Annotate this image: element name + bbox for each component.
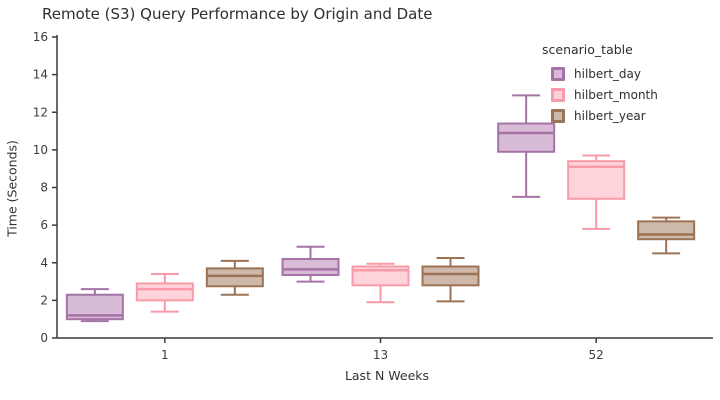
y-tick-label: 14 bbox=[33, 68, 48, 82]
box-rect bbox=[637, 220, 696, 241]
legend: scenario_table hilbert_day hilbert_month… bbox=[540, 42, 658, 126]
box-rect bbox=[497, 122, 556, 153]
legend-swatch-hilbert-day bbox=[551, 66, 565, 81]
chart-title: Remote (S3) Query Performance by Origin … bbox=[42, 5, 433, 23]
legend-item-hilbert-month[interactable]: hilbert_month bbox=[540, 84, 658, 105]
y-tick-label: 0 bbox=[40, 331, 48, 345]
box-hilbert_year-13[interactable] bbox=[421, 257, 480, 303]
box-rect bbox=[281, 257, 340, 276]
x-tick-label: 1 bbox=[161, 348, 169, 362]
box-hilbert_day-13[interactable] bbox=[281, 245, 340, 283]
box-hilbert_day-52[interactable] bbox=[497, 94, 556, 198]
y-tick-label: 2 bbox=[40, 293, 48, 307]
box-hilbert_month-1[interactable] bbox=[135, 273, 194, 313]
box-hilbert_year-52[interactable] bbox=[637, 216, 696, 255]
legend-swatch-hilbert-year bbox=[551, 108, 565, 123]
box-rect bbox=[421, 265, 480, 287]
legend-item-hilbert-year[interactable]: hilbert_year bbox=[540, 105, 658, 126]
x-axis-label: Last N Weeks bbox=[344, 368, 430, 383]
legend-title: scenario_table bbox=[542, 42, 633, 57]
box-hilbert_day-1[interactable] bbox=[65, 288, 124, 323]
legend-label-hilbert-day: hilbert_day bbox=[574, 66, 641, 81]
box-hilbert_month-52[interactable] bbox=[567, 154, 626, 230]
x-tick-label: 13 bbox=[373, 348, 388, 362]
y-tick-label: 12 bbox=[33, 105, 48, 119]
box-hilbert_month-13[interactable] bbox=[351, 262, 410, 304]
legend-swatch-hilbert-month bbox=[551, 87, 565, 102]
box-rect bbox=[205, 267, 264, 288]
legend-label-hilbert-year: hilbert_year bbox=[574, 108, 646, 123]
box-hilbert_year-1[interactable] bbox=[205, 259, 264, 296]
y-tick-label: 16 bbox=[33, 30, 48, 44]
y-tick-label: 10 bbox=[33, 143, 48, 157]
x-tick-label: 52 bbox=[589, 348, 604, 362]
legend-item-hilbert-day[interactable]: hilbert_day bbox=[540, 63, 658, 84]
y-tick-label: 4 bbox=[40, 256, 48, 270]
y-tick-label: 6 bbox=[40, 218, 48, 232]
box-rect bbox=[135, 282, 194, 302]
legend-label-hilbert-month: hilbert_month bbox=[574, 87, 658, 102]
y-tick-label: 8 bbox=[40, 181, 48, 195]
